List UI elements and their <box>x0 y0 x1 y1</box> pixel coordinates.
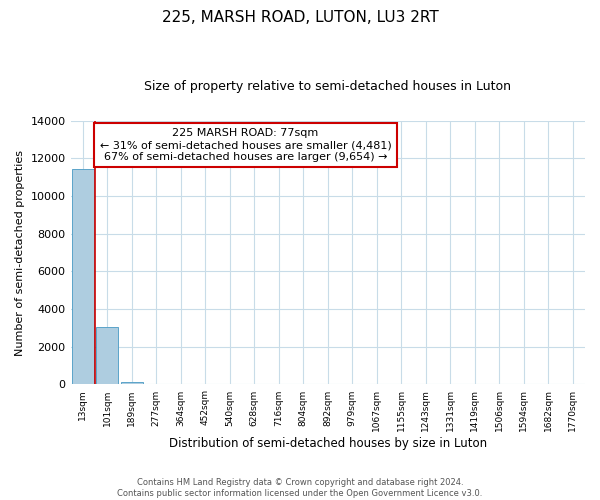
Text: Contains HM Land Registry data © Crown copyright and database right 2024.
Contai: Contains HM Land Registry data © Crown c… <box>118 478 482 498</box>
Title: Size of property relative to semi-detached houses in Luton: Size of property relative to semi-detach… <box>144 80 511 93</box>
X-axis label: Distribution of semi-detached houses by size in Luton: Distribution of semi-detached houses by … <box>169 437 487 450</box>
Bar <box>72 168 94 384</box>
Bar <box>96 327 118 384</box>
Y-axis label: Number of semi-detached properties: Number of semi-detached properties <box>15 150 25 356</box>
Text: 225, MARSH ROAD, LUTON, LU3 2RT: 225, MARSH ROAD, LUTON, LU3 2RT <box>161 10 439 25</box>
Text: 225 MARSH ROAD: 77sqm
← 31% of semi-detached houses are smaller (4,481)
67% of s: 225 MARSH ROAD: 77sqm ← 31% of semi-deta… <box>100 128 391 162</box>
Bar <box>121 382 143 384</box>
